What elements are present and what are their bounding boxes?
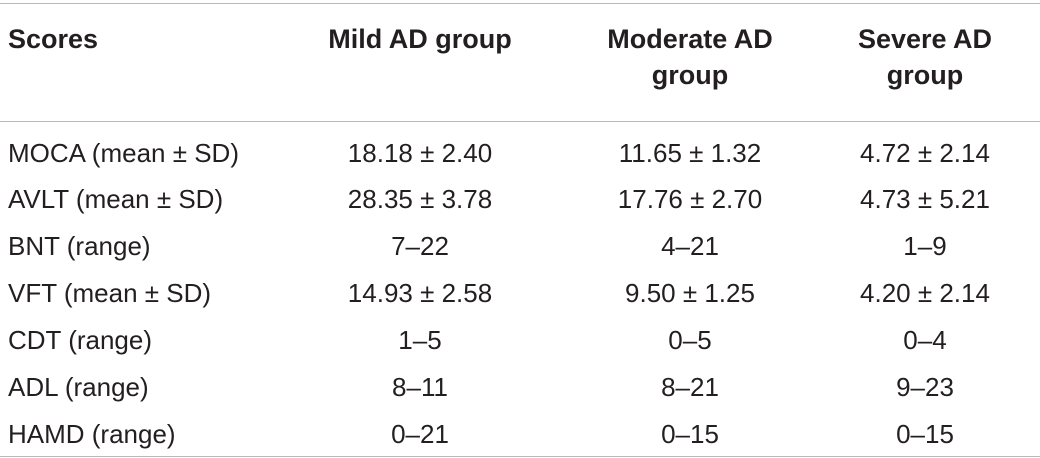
moderate-value: 11.65 ± 1.32	[618, 138, 762, 168]
table-row: HAMD (range) 0–21 0–15 0–15	[0, 411, 1040, 458]
moderate-value: 0–5	[668, 325, 712, 355]
mild-value: 7–22	[391, 231, 449, 261]
column-header-moderate-text: Moderate AD group	[607, 24, 773, 90]
table-row: BNT (range) 7–22 4–21 1–9	[0, 223, 1040, 270]
mild-value: 14.93 ± 2.58	[347, 278, 493, 308]
row-label: ADL (range)	[8, 372, 149, 402]
severe-value: 9–23	[896, 372, 954, 402]
column-header-severe-text: Severe AD group	[857, 24, 993, 90]
table-row: ADL (range) 8–11 8–21 9–23	[0, 364, 1040, 411]
moderate-value: 8–21	[661, 372, 719, 402]
column-header-mild: Mild AD group	[328, 24, 512, 54]
row-label: MOCA (mean ± SD)	[8, 138, 239, 168]
moderate-value: 4–21	[661, 231, 719, 261]
mild-value: 1–5	[398, 325, 442, 355]
mild-value: 8–11	[392, 372, 448, 402]
severe-value: 4.20 ± 2.14	[860, 278, 990, 308]
column-header-scores: Scores	[8, 24, 99, 54]
mild-value: 0–21	[391, 419, 449, 449]
row-label: HAMD (range)	[8, 419, 176, 449]
table-row: CDT (range) 1–5 0–5 0–4	[0, 317, 1040, 364]
column-header-moderate: Moderate AD group	[560, 21, 820, 93]
moderate-value: 9.50 ± 1.25	[625, 278, 755, 308]
severe-value: 1–9	[903, 231, 947, 261]
mild-value: 28.35 ± 3.78	[347, 184, 493, 214]
table-row: AVLT (mean ± SD) 28.35 ± 3.78 17.76 ± 2.…	[0, 176, 1040, 223]
row-label: VFT (mean ± SD)	[8, 278, 212, 308]
moderate-value: 0–15	[661, 419, 719, 449]
row-label: BNT (range)	[8, 231, 151, 261]
moderate-value: 17.76 ± 2.70	[617, 184, 763, 214]
severe-value: 0–15	[896, 419, 954, 449]
table-row: VFT (mean ± SD) 14.93 ± 2.58 9.50 ± 1.25…	[0, 270, 1040, 317]
row-label: CDT (range)	[8, 325, 153, 355]
column-header-severe: Severe AD group	[820, 21, 1030, 93]
row-label: AVLT (mean ± SD)	[8, 184, 224, 214]
header-divider-rule	[0, 121, 1040, 122]
severe-value: 0–4	[903, 325, 947, 355]
mild-value: 18.18 ± 2.40	[347, 138, 493, 168]
table-row: MOCA (mean ± SD) 18.18 ± 2.40 11.65 ± 1.…	[0, 130, 1040, 177]
severe-value: 4.72 ± 2.14	[860, 138, 990, 168]
severe-value: 4.73 ± 5.21	[860, 184, 990, 214]
table-top-rule	[0, 3, 1040, 4]
